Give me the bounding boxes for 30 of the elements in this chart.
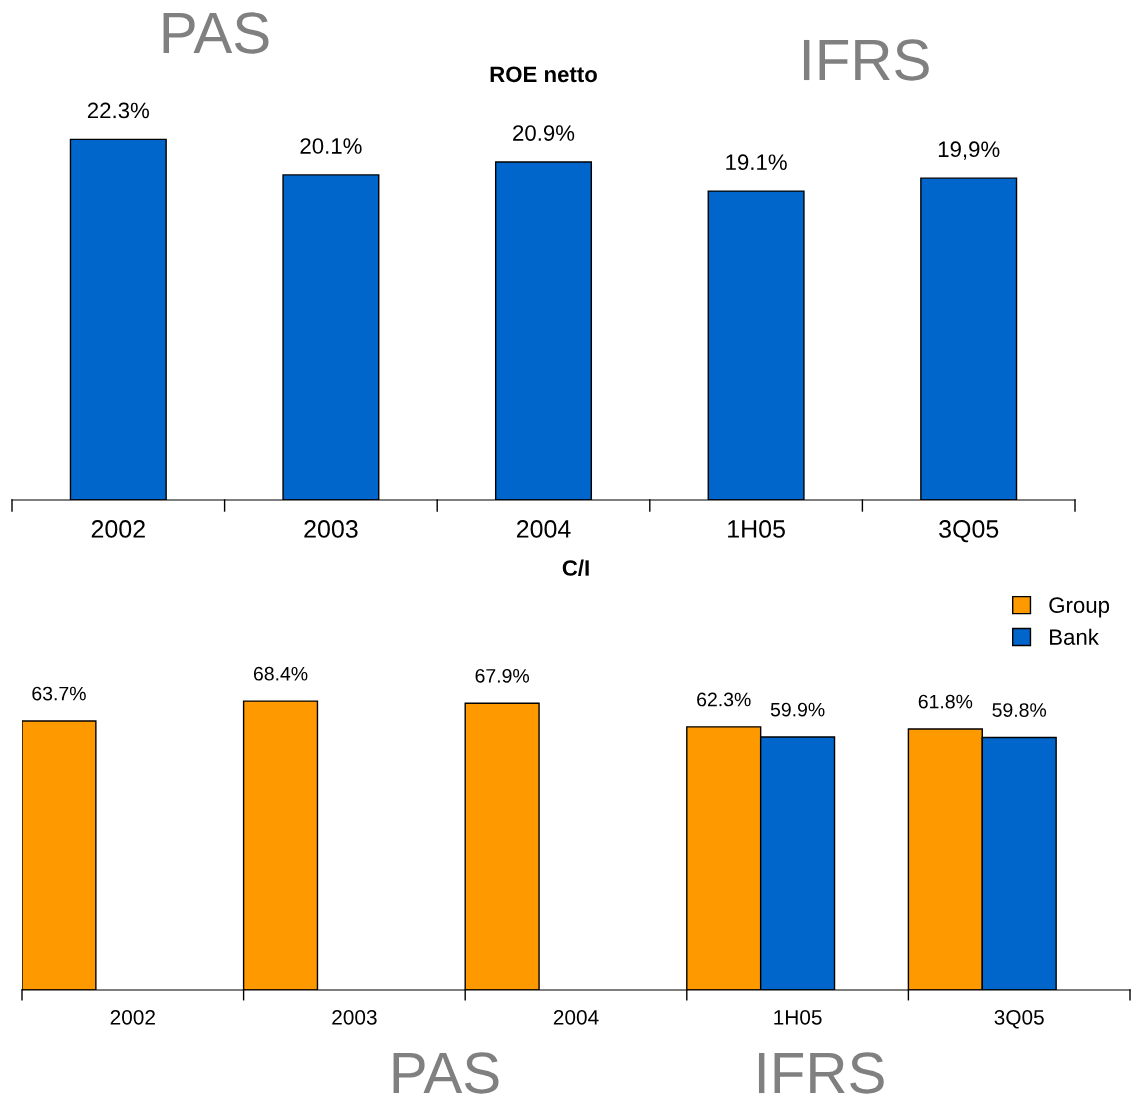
data-label: 67.9% (475, 668, 530, 683)
data-label: 20.1% (300, 138, 362, 154)
x-tick-label: 2003 (332, 1009, 377, 1025)
legend-label: Group (1049, 597, 1110, 618)
data-label: 62.3% (697, 692, 751, 707)
data-label: 20.9% (513, 125, 575, 141)
chart-title: ROE netto (490, 66, 597, 83)
x-tick-label: 3Q05 (994, 1009, 1044, 1029)
x-tick-label: 2002 (91, 520, 145, 538)
data-label: 63.7% (32, 686, 86, 701)
data-label: 19.1% (726, 154, 787, 171)
chart-title: C/I (562, 559, 589, 577)
text: IFRS (758, 1052, 884, 1094)
x-tick-label: 2004 (516, 520, 571, 538)
x-tick-label: 2003 (304, 520, 358, 538)
x-tick-label: 2004 (553, 1009, 599, 1025)
data-label: 19,9% (938, 141, 1000, 160)
x-tick-label: 1H05 (728, 520, 785, 538)
data-label: 61.8% (918, 694, 973, 709)
text: PAS (163, 12, 269, 54)
data-label: 59.9% (770, 702, 825, 717)
text: PAS (393, 1052, 499, 1094)
data-label: 59.8% (992, 703, 1047, 717)
data-label: 22.3% (87, 102, 150, 119)
x-tick-label: 2002 (110, 1009, 155, 1025)
legend-label: Bank (1050, 628, 1099, 645)
text: IFRS (803, 39, 929, 81)
data-label: 68.4% (253, 666, 308, 681)
x-tick-label: 3Q05 (939, 520, 999, 543)
x-tick-label: 1H05 (774, 1009, 822, 1025)
